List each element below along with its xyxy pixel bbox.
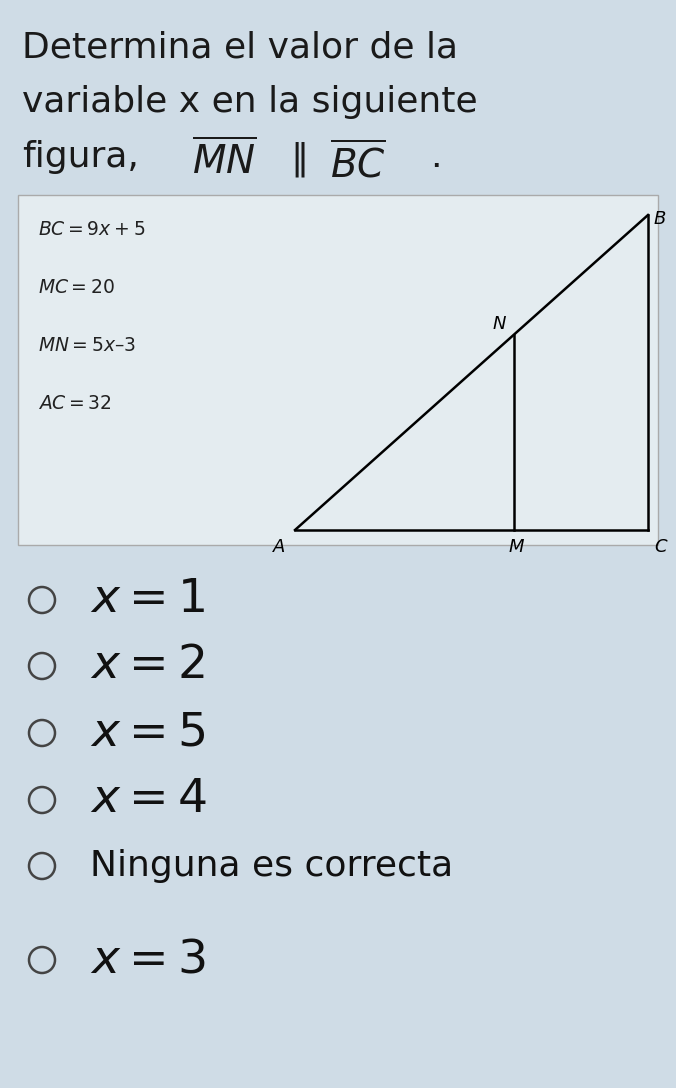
- Text: $MN = 5x – 3$: $MN = 5x – 3$: [38, 336, 136, 355]
- Text: Determina el valor de la: Determina el valor de la: [22, 30, 458, 64]
- Text: $\overline{BC}$: $\overline{BC}$: [330, 143, 386, 185]
- Text: $x=1$: $x=1$: [90, 578, 205, 622]
- Text: $\|$: $\|$: [290, 140, 306, 180]
- Text: M: M: [508, 537, 524, 556]
- Text: $BC = 9x + 5$: $BC = 9x + 5$: [38, 220, 145, 239]
- Text: $x=2$: $x=2$: [90, 643, 205, 689]
- Text: A: A: [272, 537, 285, 556]
- Text: $AC = 32$: $AC = 32$: [38, 394, 112, 413]
- Text: $x=5$: $x=5$: [90, 710, 206, 755]
- Text: $\overline{MN}$: $\overline{MN}$: [192, 140, 257, 182]
- Text: B: B: [654, 210, 667, 228]
- Text: variable x en la siguiente: variable x en la siguiente: [22, 85, 478, 119]
- Bar: [18, 195, 658, 545]
- Text: figura,: figura,: [22, 140, 139, 174]
- Text: $x=4$: $x=4$: [90, 778, 207, 823]
- Text: $MC = 20$: $MC = 20$: [38, 279, 115, 297]
- Text: .: .: [430, 140, 441, 174]
- Text: $x=3$: $x=3$: [90, 938, 206, 982]
- Text: C: C: [654, 537, 667, 556]
- Text: N: N: [492, 314, 506, 333]
- Text: Ninguna es correcta: Ninguna es correcta: [90, 849, 453, 883]
